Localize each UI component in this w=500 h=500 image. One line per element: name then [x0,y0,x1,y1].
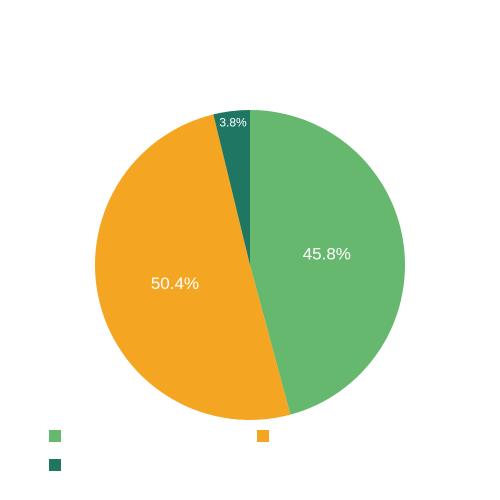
pie-slice-label: 45.8% [303,244,351,263]
pie-slice-2[interactable] [94,114,291,421]
pie-slice-label: 50.4% [151,274,199,293]
pie-slice-3[interactable] [213,110,250,265]
pie-slice-label: 3.8% [219,116,247,130]
pie-slice-1[interactable] [250,110,405,415]
